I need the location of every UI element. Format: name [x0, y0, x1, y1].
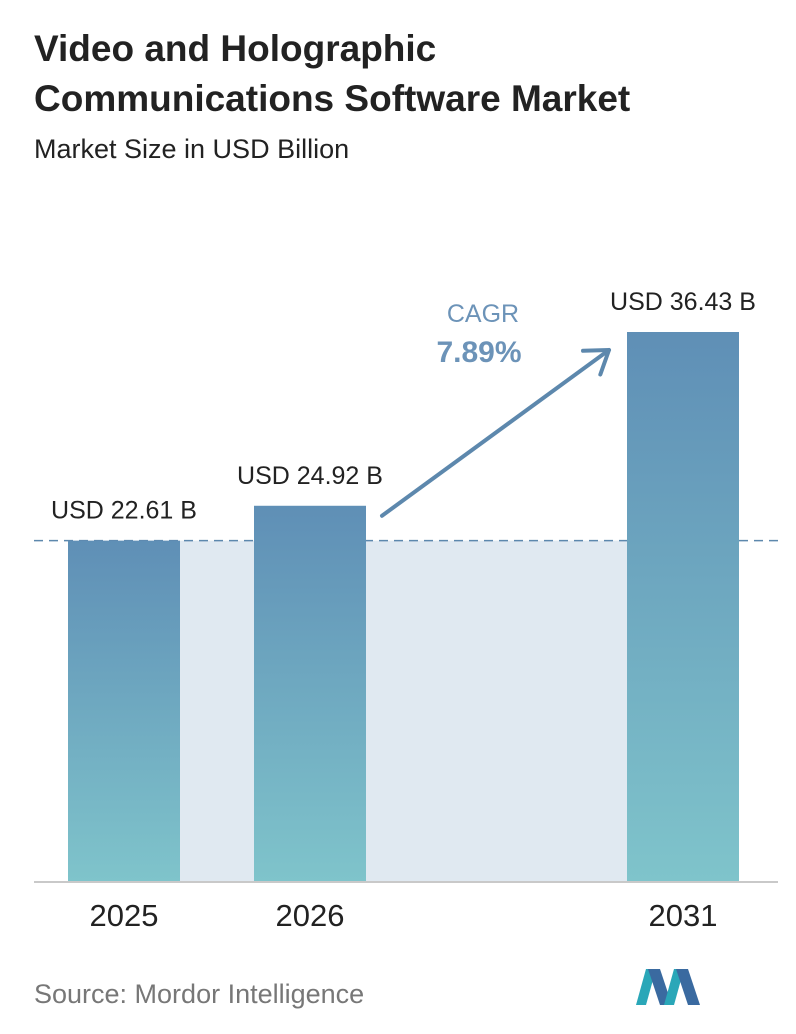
cagr-value: 7.89%: [436, 336, 521, 369]
cagr-label: CAGR: [447, 300, 519, 328]
data-label-2025: USD 22.61 B: [51, 497, 197, 525]
data-label-2031: USD 36.43 B: [610, 288, 756, 316]
chart-title-line-2: Communications Software Market: [34, 78, 631, 119]
cagr-arrow-head: [581, 348, 611, 377]
bar-2025: [68, 540, 180, 882]
x-tick-label-2031: 2031: [649, 898, 718, 933]
bar-2026: [254, 505, 366, 882]
data-label-2026: USD 24.92 B: [237, 462, 383, 490]
source-note: Source: Mordor Intelligence: [34, 979, 365, 1009]
chart-title-line-1: Video and Holographic: [34, 28, 437, 69]
chart-subtitle: Market Size in USD Billion: [34, 134, 350, 164]
bar-2031: [627, 332, 739, 882]
cagr-arrow-line: [380, 348, 611, 518]
x-tick-label-2025: 2025: [90, 898, 159, 933]
mordor-intelligence-logo: [636, 969, 700, 1005]
x-tick-label-2026: 2026: [276, 898, 345, 933]
chart-title: Video and Holographic Communications Sof…: [34, 24, 630, 124]
